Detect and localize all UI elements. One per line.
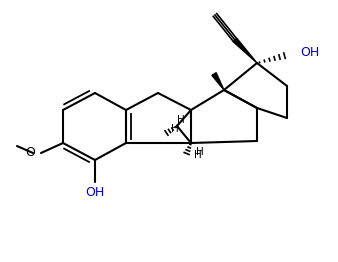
Text: H: H	[196, 147, 204, 157]
Text: H: H	[171, 124, 179, 134]
Polygon shape	[212, 73, 224, 90]
Text: O: O	[25, 146, 35, 160]
Text: H: H	[177, 115, 185, 125]
Text: OH: OH	[86, 185, 105, 199]
Polygon shape	[233, 38, 257, 63]
Text: OH: OH	[300, 46, 319, 59]
Text: H: H	[194, 150, 202, 160]
